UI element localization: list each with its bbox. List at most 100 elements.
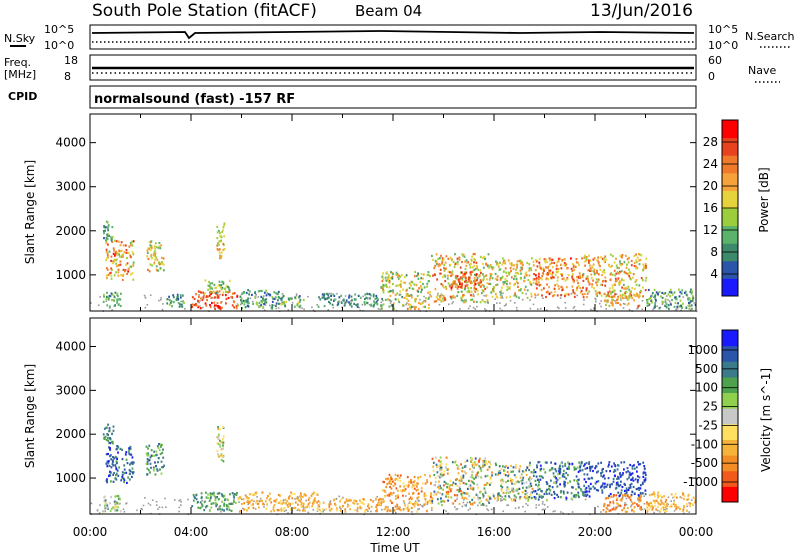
velocity-cell [445, 463, 448, 466]
power-cell [521, 264, 524, 267]
velocity-cell [159, 452, 162, 456]
power-cell [471, 266, 474, 269]
velocity-cell [224, 498, 227, 501]
velocity-cell [636, 475, 639, 478]
power-cell [332, 293, 335, 296]
power-cell [120, 241, 123, 244]
power-ground-speck [499, 302, 501, 304]
power-cell [494, 293, 497, 296]
velocity-cell [248, 500, 250, 503]
power-cell [338, 300, 340, 303]
power-cell [507, 259, 510, 262]
velocity-cell [574, 496, 577, 499]
cpid-label: CPID [8, 90, 37, 103]
velocity-cell [529, 493, 532, 496]
velocity-ground-speck [462, 501, 465, 504]
power-cell [664, 298, 667, 301]
power-cell [474, 252, 476, 256]
velocity-cell [222, 441, 225, 444]
power-cell [667, 293, 670, 296]
velocity-cell [146, 467, 149, 470]
velocity-cell [291, 492, 293, 495]
velocity-cell [315, 492, 318, 495]
power-cell [103, 295, 105, 298]
power-cell [220, 288, 223, 291]
velocity-cell [307, 503, 310, 506]
power-cell [218, 240, 221, 243]
power-cell [671, 298, 673, 302]
power-cell [582, 273, 585, 276]
power-cell [594, 290, 597, 293]
power-ground-speck [688, 297, 691, 299]
power-cell [210, 286, 212, 289]
velocity-cell [646, 502, 649, 505]
velocity-cell [620, 499, 623, 502]
velocity-ground-speck [542, 501, 544, 503]
velocity-cell [629, 486, 632, 489]
velocity-cell [665, 510, 668, 513]
velocity-cell [150, 466, 152, 469]
velocity-cell [289, 502, 291, 506]
velocity-cell [530, 496, 533, 499]
velocity-cell [339, 500, 341, 503]
power-cell [374, 302, 377, 305]
power-cell [222, 291, 225, 294]
velocity-cell [220, 458, 223, 462]
velocity-cell [670, 505, 673, 508]
velocity-cell [433, 490, 436, 493]
power-cell [538, 284, 541, 287]
power-cell [222, 281, 225, 284]
velocity-cell [109, 447, 111, 450]
velocity-cell [462, 474, 465, 477]
power-ground-speck [160, 299, 162, 301]
power-cell [561, 287, 564, 290]
power-cell [479, 255, 482, 258]
power-cell [441, 297, 444, 300]
power-cell [118, 253, 120, 256]
power-cell [274, 296, 277, 299]
velocity-cell [489, 483, 491, 486]
velocity-cell [483, 483, 486, 487]
velocity-ground-speck [686, 505, 688, 508]
power-cell [402, 288, 404, 291]
power-colorbar-swatch [722, 137, 738, 156]
velocity-cell [230, 509, 233, 512]
velocity-cell [564, 481, 566, 484]
velocity-cell [487, 499, 490, 502]
power-cell [469, 263, 472, 266]
power-cell [626, 298, 629, 301]
velocity-cell [557, 473, 559, 476]
power-cell [637, 305, 640, 308]
velocity-cell [619, 475, 622, 478]
velocity-cell [356, 510, 359, 513]
velocity-ground-speck [527, 504, 529, 507]
velocity-cell [597, 470, 599, 473]
power-cell [470, 280, 473, 283]
velocity-cell [500, 489, 503, 492]
power-cell [441, 262, 443, 265]
velocity-cell [121, 475, 124, 478]
power-ground-speck [358, 306, 360, 309]
power-ground-speck [160, 297, 162, 299]
velocity-cell [342, 505, 344, 508]
velocity-cell [458, 486, 461, 489]
velocity-cell [511, 499, 513, 502]
velocity-cell [515, 463, 517, 466]
power-cell [521, 262, 524, 266]
power-ground-speck [559, 297, 562, 299]
power-ground-speck [97, 304, 100, 306]
power-cell [262, 299, 264, 302]
velocity-cell [298, 495, 301, 498]
velocity-cell [369, 499, 372, 502]
velocity-cell [217, 433, 220, 436]
velocity-cell [522, 486, 524, 489]
velocity-cell [475, 476, 477, 479]
power-cell [454, 296, 456, 299]
velocity-cell [482, 493, 484, 496]
velocity-cell [528, 468, 530, 472]
power-cell [634, 280, 637, 283]
power-cell [214, 307, 216, 310]
velocity-cell [302, 509, 304, 512]
power-cell [585, 259, 588, 262]
velocity-cell [394, 473, 397, 476]
